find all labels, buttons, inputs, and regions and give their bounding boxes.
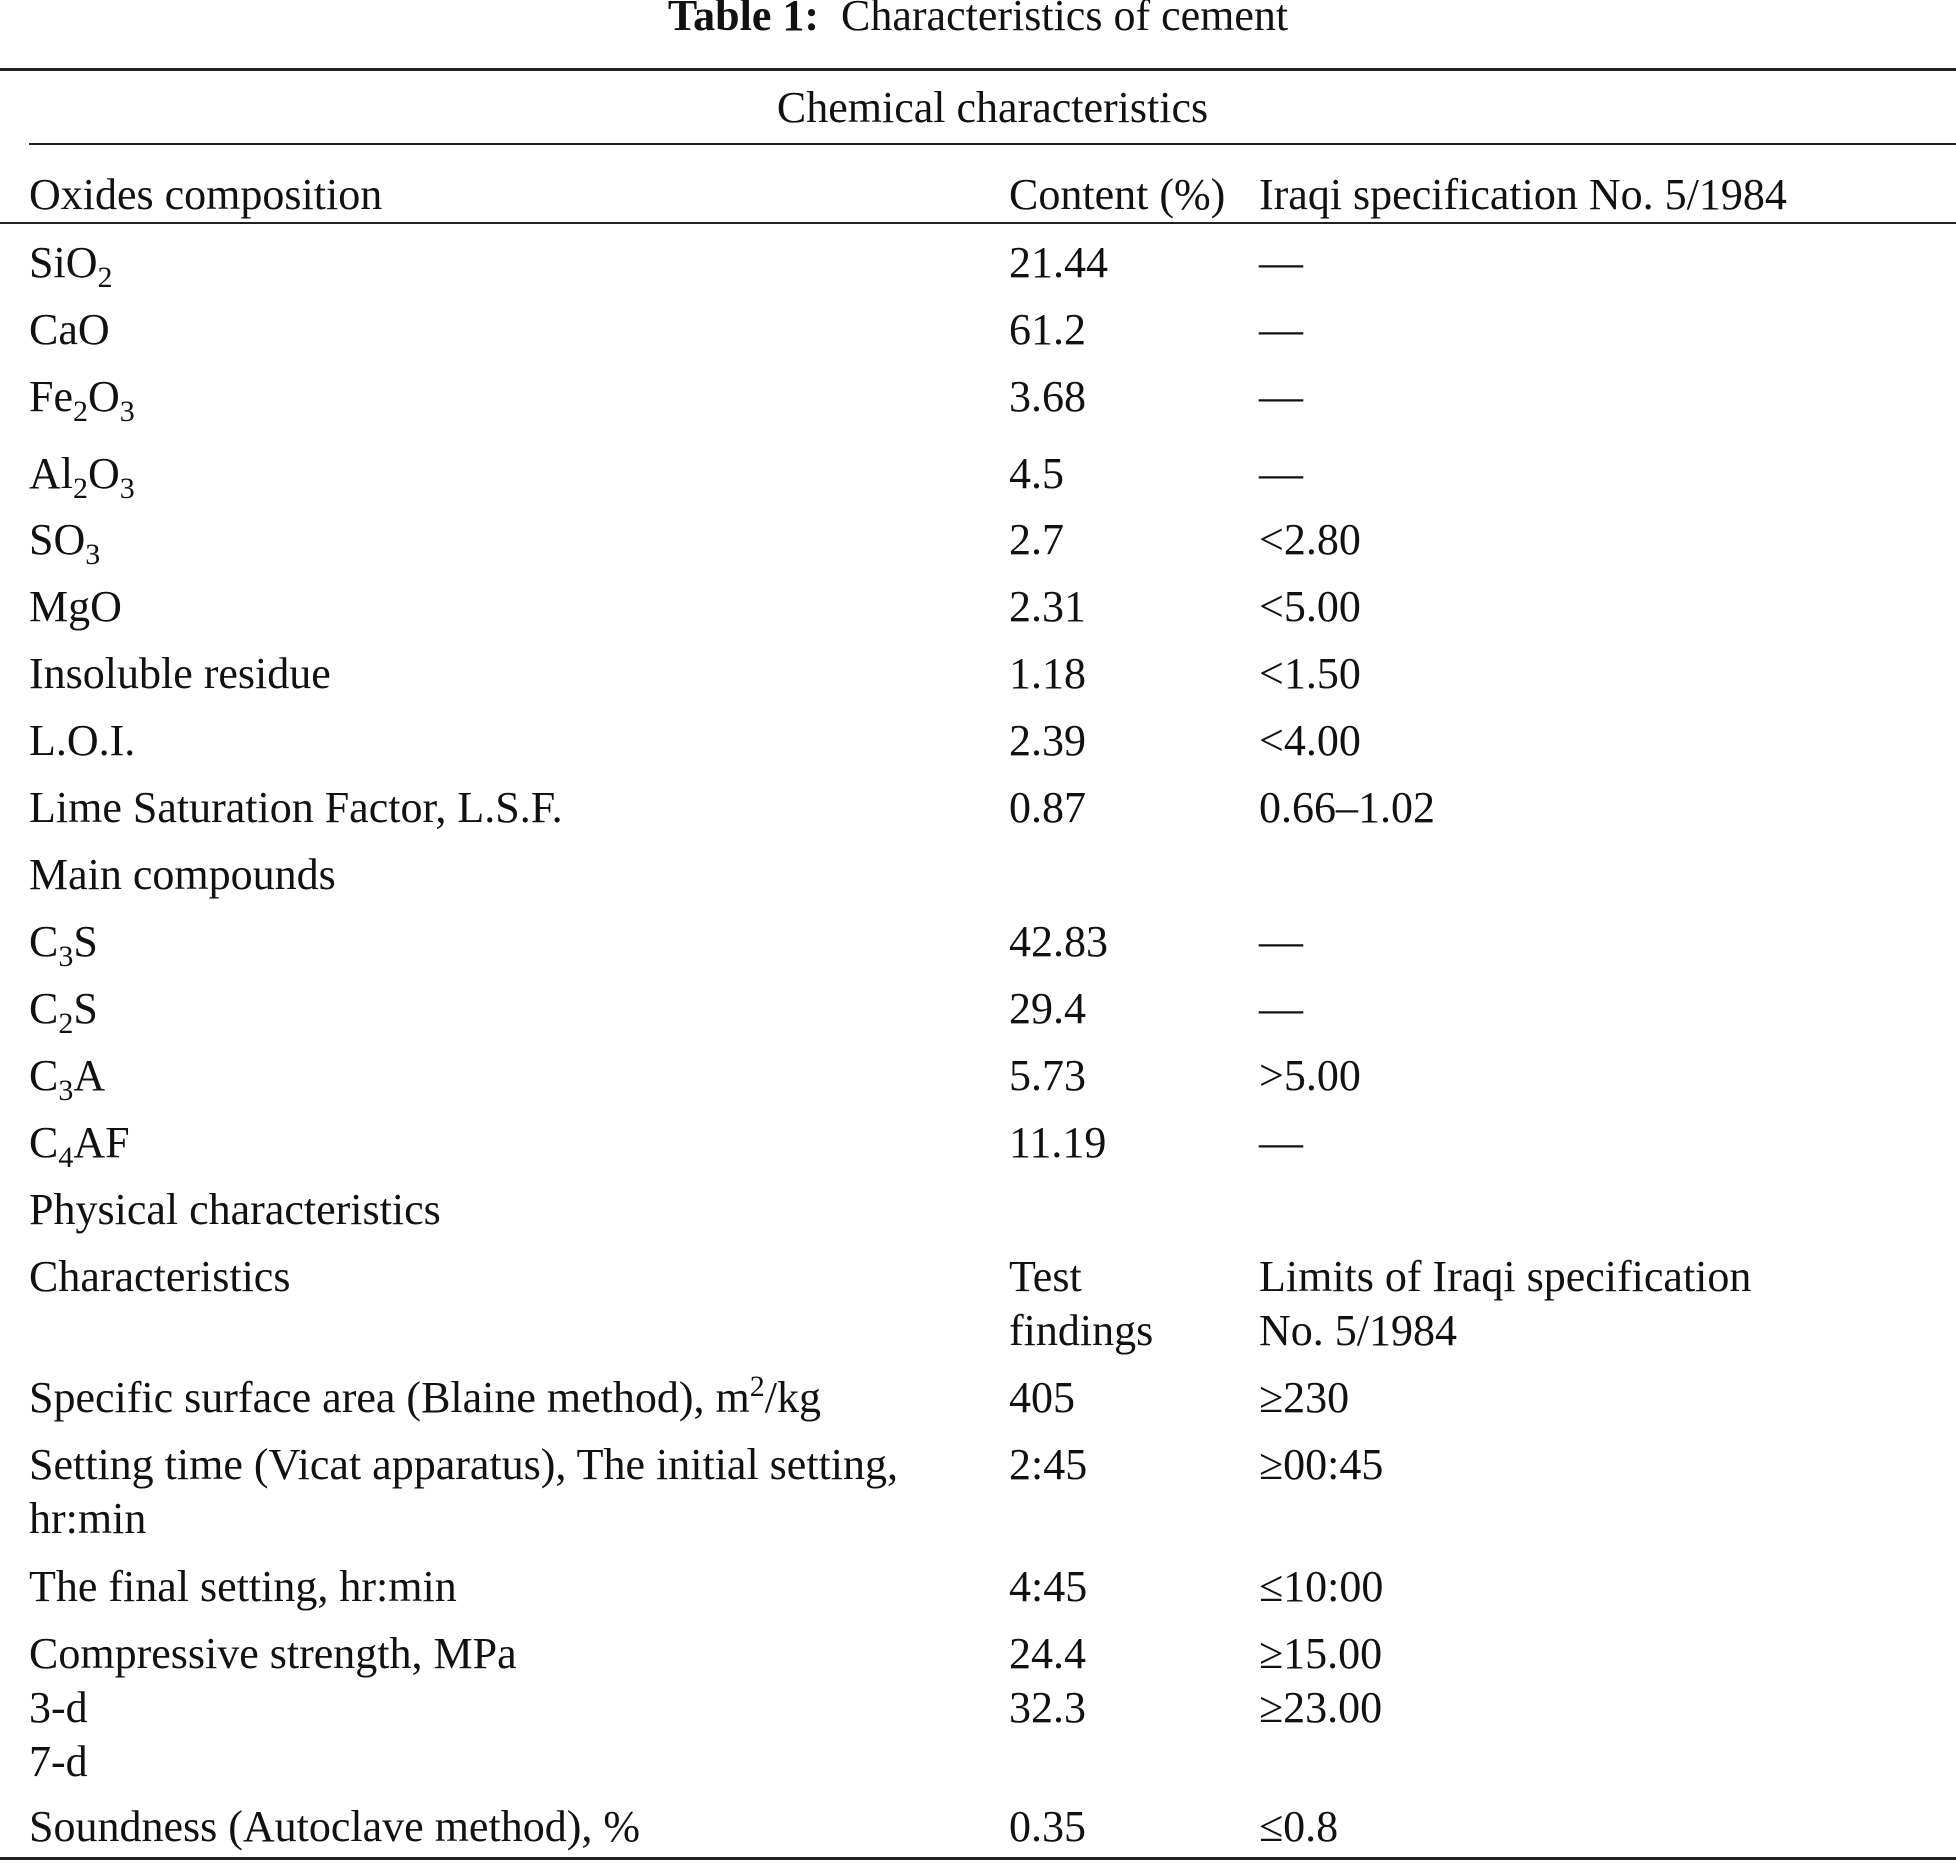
- compound-name: C3S: [29, 917, 98, 973]
- table-row: C3S 42.83 —: [0, 915, 1956, 981]
- header-limits: Limits of Iraqi specification No. 5/1984: [1259, 1252, 1752, 1355]
- oxide-content: 2.31: [1009, 582, 1086, 631]
- table-row: C4AF 11.19 —: [0, 1116, 1956, 1182]
- oxide-name: SiO2: [29, 238, 113, 294]
- oxide-name: Insoluble residue: [29, 649, 331, 698]
- physical-limit: ≥00:45: [1259, 1440, 1384, 1489]
- oxide-content: 3.68: [1009, 372, 1086, 421]
- physical-label: The final setting, hr:min: [29, 1562, 457, 1611]
- table-row: Lime Saturation Factor, L.S.F. 0.87 0.66…: [0, 781, 1956, 847]
- table-row: MgO 2.31 <5.00: [0, 580, 1956, 646]
- main-compounds-row: Main compounds: [0, 848, 1956, 914]
- oxide-spec: —: [1259, 238, 1303, 287]
- physical-label: Setting time (Vicat apparatus), The init…: [29, 1440, 898, 1543]
- physical-limit: ≥230: [1259, 1373, 1350, 1422]
- physical-label: Specific surface area (Blaine method), m…: [29, 1370, 822, 1422]
- chemical-section-heading: Chemical characteristics: [776, 83, 1209, 132]
- oxide-content: 2.39: [1009, 716, 1086, 765]
- header-characteristics: Characteristics: [29, 1252, 291, 1301]
- table-row: Compressive strength, MPa 3-d 7-d 24.4 32.3…: [0, 1627, 1956, 1807]
- compound-name: C2S: [29, 984, 98, 1040]
- oxide-content: 61.2: [1009, 305, 1086, 354]
- physical-section-row: Physical characteristics: [0, 1183, 1956, 1249]
- physical-label: Soundness (Autoclave method), %: [29, 1802, 640, 1851]
- physical-value: 24.4 32.3: [1009, 1629, 1086, 1732]
- oxide-content: 2.7: [1009, 515, 1064, 564]
- compound-name: C4AF: [29, 1118, 130, 1174]
- table-row: CaO 61.2 —: [0, 303, 1956, 369]
- oxide-name: MgO: [29, 582, 122, 631]
- oxide-content: 0.87: [1009, 783, 1086, 832]
- table-caption: Table 1: Characteristics of cement: [0, 0, 1956, 41]
- oxide-name: Al2O3: [29, 449, 135, 505]
- header-iraqi-specification: Iraqi specification No. 5/1984: [1259, 170, 1787, 219]
- table-row: C2S 29.4 —: [0, 982, 1956, 1048]
- oxide-spec: <1.50: [1259, 649, 1361, 698]
- physical-value: 2:45: [1009, 1440, 1088, 1489]
- table-caption-text: Characteristics of cement: [841, 0, 1289, 40]
- section-rule: [29, 143, 1956, 145]
- compound-content: 11.19: [1009, 1118, 1107, 1167]
- table-row: Setting time (Vicat apparatus), The init…: [0, 1438, 1956, 1558]
- physical-limit: ≤0.8: [1259, 1802, 1339, 1851]
- physical-label: Compressive strength, MPa 3-d 7-d: [29, 1629, 517, 1786]
- top-rule: [0, 68, 1956, 71]
- bottom-rule: [0, 1857, 1956, 1860]
- oxide-spec: <2.80: [1259, 515, 1361, 564]
- table-row: SO3 2.7 <2.80: [0, 513, 1956, 579]
- oxide-spec: —: [1259, 449, 1303, 498]
- oxide-content: 4.5: [1009, 449, 1064, 498]
- table-row: Soundness (Autoclave method), % 0.35 ≤0.…: [0, 1800, 1956, 1866]
- physical-section-heading: Physical characteristics: [29, 1185, 441, 1234]
- physical-limit: ≥15.00 ≥23.00: [1259, 1629, 1383, 1732]
- physical-value: 0.35: [1009, 1802, 1086, 1851]
- oxide-content: 1.18: [1009, 649, 1086, 698]
- oxide-spec: <5.00: [1259, 582, 1361, 631]
- table-row: The final setting, hr:min 4:45 ≤10:00: [0, 1560, 1956, 1626]
- table-row: Al2O3 4.5 —: [0, 447, 1956, 513]
- compound-content: 29.4: [1009, 984, 1086, 1033]
- physical-value: 405: [1009, 1373, 1075, 1422]
- oxide-name: Lime Saturation Factor, L.S.F.: [29, 783, 563, 832]
- table-row: Specific surface area (Blaine method), m…: [0, 1370, 1956, 1437]
- oxide-spec: 0.66–1.02: [1259, 783, 1435, 832]
- header-rule: [0, 222, 1956, 224]
- table-label: Table 1:: [667, 0, 820, 40]
- oxide-name: SO3: [29, 515, 101, 571]
- header-test-findings: Test findings: [1009, 1252, 1154, 1355]
- table-row: SiO2 21.44 —: [0, 236, 1956, 302]
- oxide-name: CaO: [29, 305, 110, 354]
- table-row: L.O.I. 2.39 <4.00: [0, 714, 1956, 780]
- main-compounds-label: Main compounds: [29, 850, 336, 899]
- physical-value: 4:45: [1009, 1562, 1088, 1611]
- compound-spec: —: [1259, 984, 1303, 1033]
- oxide-spec: —: [1259, 372, 1303, 421]
- oxide-spec: <4.00: [1259, 716, 1361, 765]
- oxide-spec: —: [1259, 305, 1303, 354]
- header-content: Content (%): [1009, 170, 1226, 219]
- oxide-name: Fe2O3: [29, 372, 135, 428]
- header-oxides-composition: Oxides composition: [29, 170, 383, 219]
- compound-spec: —: [1259, 1118, 1303, 1167]
- oxide-content: 21.44: [1009, 238, 1108, 287]
- table-row: Insoluble residue 1.18 <1.50: [0, 647, 1956, 713]
- table-row: Fe2O3 3.68 —: [0, 370, 1956, 436]
- compound-name: C3A: [29, 1051, 106, 1107]
- chemical-header-row: Oxides composition Content (%) Iraqi spe…: [0, 168, 1956, 234]
- physical-header-row: Characteristics Test findings Limits of I…: [0, 1250, 1956, 1370]
- physical-limit: ≤10:00: [1259, 1562, 1384, 1611]
- compound-spec: >5.00: [1259, 1051, 1361, 1100]
- compound-content: 42.83: [1009, 917, 1108, 966]
- oxide-name: L.O.I.: [29, 716, 136, 765]
- compound-content: 5.73: [1009, 1051, 1086, 1100]
- table-row: C3A 5.73 >5.00: [0, 1049, 1956, 1115]
- compound-spec: —: [1259, 917, 1303, 966]
